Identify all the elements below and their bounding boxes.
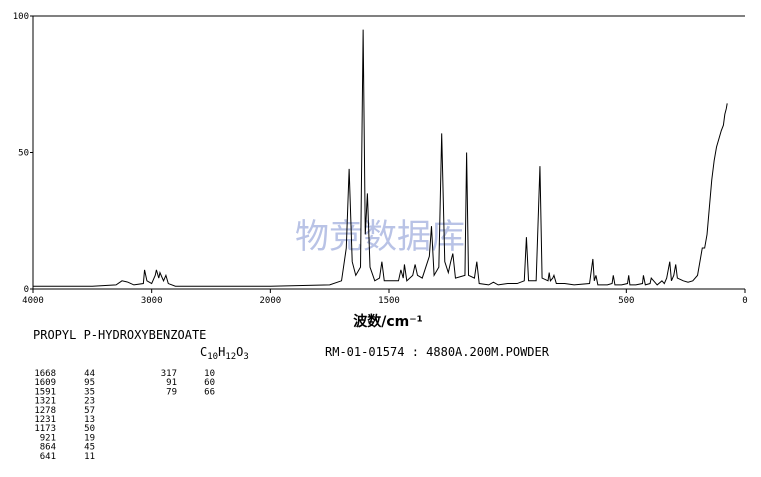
y-tick-label: 0 <box>24 285 29 295</box>
watermark: 物竞数据库 <box>295 217 465 257</box>
peak-wavenumber: 1668 <box>34 369 56 379</box>
peak-wavenumber: 921 <box>40 433 56 443</box>
x-tick-label: 500 <box>618 296 634 306</box>
y-tick-label: 50 <box>18 149 29 159</box>
peak-wavenumber: 91 <box>166 378 177 388</box>
peak-wavenumber: 864 <box>40 443 56 453</box>
formula: C10H12O3 <box>200 345 249 362</box>
compound-name: PROPYL P-HYDROXYBENZOATE <box>33 328 206 342</box>
x-tick-label: 2000 <box>259 296 281 306</box>
peak-intensity: 35 <box>84 387 95 397</box>
peak-intensity: 60 <box>204 378 215 388</box>
formula-part: 12 <box>225 352 236 362</box>
peak-intensity: 45 <box>84 443 95 453</box>
formula-part: H <box>218 345 225 359</box>
x-axis-label: 波数/cm⁻¹ <box>353 313 423 330</box>
peak-wavenumber: 1609 <box>34 378 56 388</box>
formula-part: 10 <box>207 352 218 362</box>
x-tick-label: 4000 <box>22 296 44 306</box>
formula-part: 3 <box>243 352 248 362</box>
formula-part: C <box>200 345 207 359</box>
spectrum-line <box>33 29 728 287</box>
peak-wavenumber: 317 <box>161 369 177 379</box>
peak-wavenumber: 1278 <box>34 406 56 416</box>
peak-intensity: 10 <box>204 369 215 379</box>
peak-intensity: 66 <box>204 387 215 397</box>
peak-intensity: 57 <box>84 406 95 416</box>
peak-intensity: 23 <box>84 397 95 407</box>
x-tick-label: 0 <box>742 296 747 306</box>
x-tick-label: 1500 <box>378 296 400 306</box>
peak-wavenumber: 79 <box>166 387 177 397</box>
peak-wavenumber: 1591 <box>34 387 56 397</box>
peak-intensity: 13 <box>84 415 95 425</box>
peak-wavenumber: 1173 <box>34 424 56 434</box>
peak-intensity: 19 <box>84 433 95 443</box>
peak-wavenumber: 1231 <box>34 415 56 425</box>
peak-wavenumber: 1321 <box>34 397 56 407</box>
peak-intensity: 95 <box>84 378 95 388</box>
peak-intensity: 44 <box>84 369 95 379</box>
formula-part: O <box>236 345 243 359</box>
x-tick-label: 3000 <box>141 296 163 306</box>
peak-intensity: 50 <box>84 424 95 434</box>
peak-wavenumber: 641 <box>40 452 56 462</box>
y-tick-label: 100 <box>13 12 29 22</box>
sample-info: RM-01-01574 : 4880A.200M.POWDER <box>325 345 550 359</box>
peak-intensity: 11 <box>84 452 95 462</box>
